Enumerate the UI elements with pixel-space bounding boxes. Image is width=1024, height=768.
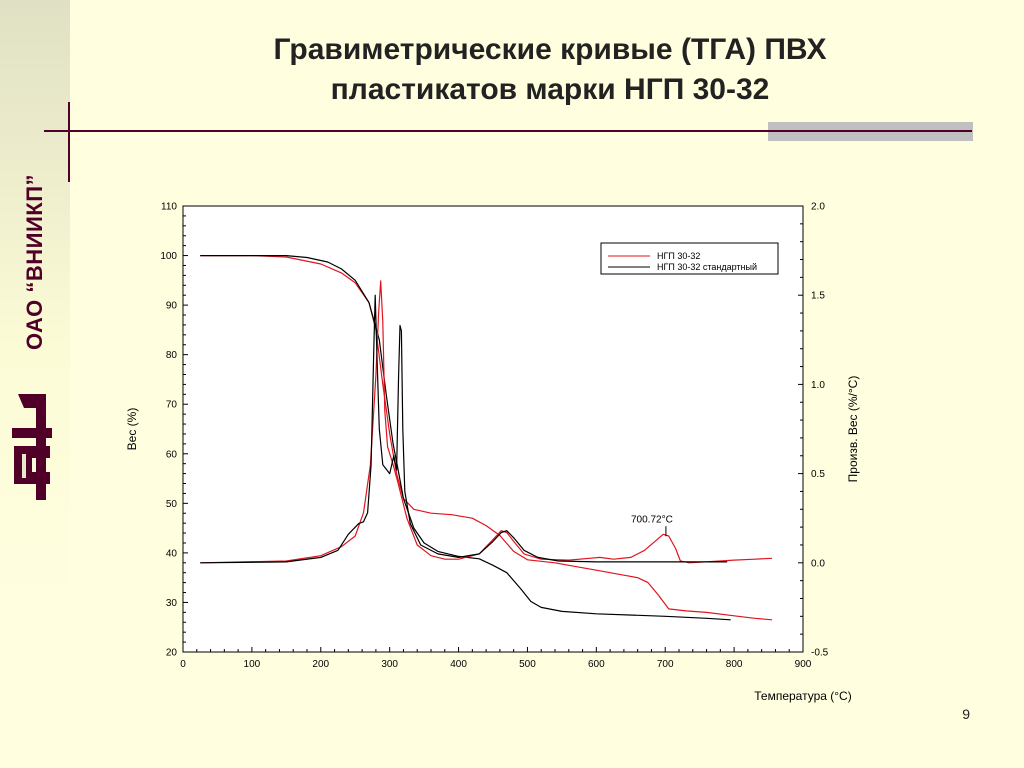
- y-left-tick-label: 50: [166, 499, 178, 510]
- legend-label-2: НГП 30-32 стандартный: [657, 262, 757, 272]
- y-axis-left: 20 30 40 50 60 70 80 90 100 110: [160, 202, 188, 659]
- x-tick-label: 500: [519, 659, 536, 670]
- vniikp-logo-icon: [12, 394, 52, 500]
- y-left-tick-label: 100: [160, 251, 177, 262]
- plot-area: [182, 205, 804, 653]
- y-axis-left-label: Вес (%): [125, 408, 139, 451]
- y-right-tick-label: 2.0: [811, 202, 825, 213]
- y-axis-right-label: Произв. Вес (%/°C): [846, 376, 860, 483]
- series-line-4: [200, 294, 728, 564]
- y-left-tick-label: 20: [166, 648, 178, 659]
- series-group: [200, 255, 773, 621]
- x-tick-label: 800: [726, 659, 743, 670]
- y-left-tick-label: 40: [166, 548, 178, 559]
- y-left-tick-label: 60: [166, 449, 178, 460]
- y-left-tick-label: 80: [166, 350, 178, 361]
- y-left-tick-label: 70: [166, 400, 178, 411]
- x-axis-label: Температура (°C): [754, 689, 851, 703]
- y-axis-right: -0.5 0.0 0.5 1.0 1.5 2.0: [798, 202, 829, 659]
- y-left-tick-label: 110: [161, 202, 177, 213]
- y-right-tick-label: 0.5: [811, 469, 825, 480]
- y-right-tick-label: 1.0: [811, 380, 825, 391]
- page-number: 9: [962, 706, 970, 722]
- slide-title: Гравиметрические кривые (ТГА) ПВХ пласти…: [140, 30, 960, 110]
- x-tick-label: 600: [588, 659, 605, 670]
- x-tick-label: 100: [244, 659, 261, 670]
- x-tick-label: 400: [450, 659, 467, 670]
- y-left-tick-label: 30: [166, 598, 178, 609]
- legend-label-1: НГП 30-32: [657, 251, 700, 261]
- annotation-label: 700.72°C: [631, 514, 673, 525]
- y-right-tick-label: 1.5: [811, 291, 825, 302]
- x-tick-label: 900: [795, 659, 812, 670]
- y-right-tick-label: 0.0: [811, 558, 825, 569]
- sidebar: ОАО “ВНИИКП”: [0, 0, 70, 768]
- y-right-tick-label: -0.5: [811, 648, 829, 659]
- x-axis: 0 100 200 300 400 500 600 700 800 900: [180, 647, 812, 670]
- series-line-2: [200, 255, 731, 621]
- series-line-1: [200, 255, 773, 621]
- series-line-3: [200, 280, 773, 564]
- y-left-tick-label: 90: [166, 301, 178, 312]
- x-tick-label: 700: [657, 659, 674, 670]
- x-tick-label: 300: [381, 659, 398, 670]
- slide-title-line-1: Гравиметрические кривые (ТГА) ПВХ: [273, 33, 827, 66]
- chart-legend: НГП 30-32 НГП 30-32 стандартный: [600, 242, 779, 275]
- slide-title-line-2: пластикатов марки НГП 30-32: [330, 73, 770, 106]
- x-tick-label: 0: [180, 659, 186, 670]
- x-tick-label: 200: [312, 659, 329, 670]
